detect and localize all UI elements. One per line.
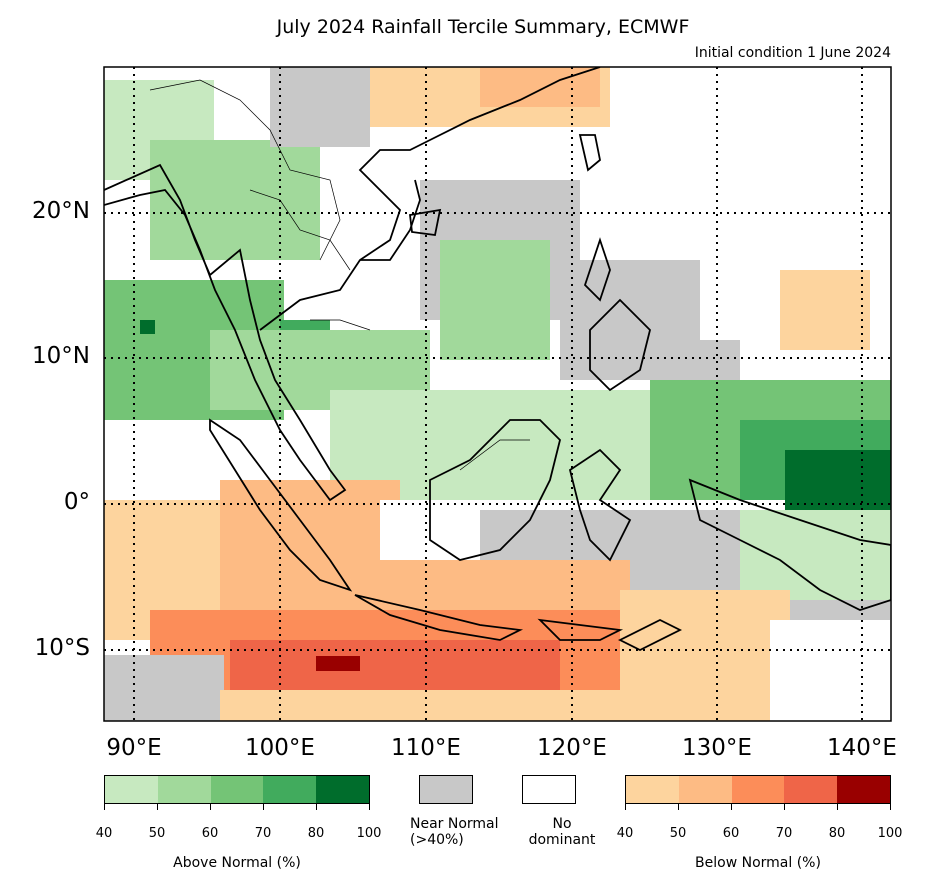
near-normal-swatch xyxy=(419,775,473,804)
lon-label-110e: 110°E xyxy=(391,735,461,761)
cells-north-gray xyxy=(270,67,370,147)
cells-indochina-green xyxy=(150,140,320,260)
lon-label-100e: 100°E xyxy=(245,735,315,761)
below-tick: 70 xyxy=(775,826,793,841)
above-tick: 50 xyxy=(148,826,166,841)
no-dominant-swatch xyxy=(522,775,576,804)
below-normal-swatch-50 xyxy=(678,776,732,803)
cells-scs-green xyxy=(440,240,550,360)
below-tick: 50 xyxy=(669,826,687,841)
above-normal-swatch-60 xyxy=(210,776,264,803)
below-tick: 40 xyxy=(616,826,634,841)
cells-southeast-white xyxy=(770,620,891,721)
below-normal-swatch-40 xyxy=(626,776,679,803)
below-normal-colorbar xyxy=(625,775,891,804)
lon-label-120e: 120°E xyxy=(537,735,607,761)
above-tick: 80 xyxy=(307,826,325,841)
cells-bay-dark xyxy=(140,320,155,334)
above-normal-swatch-50 xyxy=(157,776,211,803)
lon-label-140e: 140°E xyxy=(827,735,897,761)
above-normal-colorbar xyxy=(104,775,370,804)
near-normal-label: Near Normal (>40%) xyxy=(410,816,499,848)
lat-label-equator: 0° xyxy=(63,489,90,515)
lon-label-90e: 90°E xyxy=(106,735,162,761)
below-normal-label: Below Normal (%) xyxy=(695,855,821,871)
cells-south-peach xyxy=(220,690,640,721)
below-normal-swatch-80 xyxy=(837,776,890,803)
above-normal-swatch-70 xyxy=(263,776,317,803)
cells-southwest-gray xyxy=(104,655,224,721)
gridlines xyxy=(104,67,891,721)
cells-darkred xyxy=(316,656,360,671)
above-tick: 40 xyxy=(95,826,113,841)
below-tick: 100 xyxy=(877,826,903,841)
borders xyxy=(149,79,530,471)
above-normal-label: Above Normal (%) xyxy=(173,855,301,871)
above-normal-swatch-40 xyxy=(105,776,158,803)
map-subtitle: Initial condition 1 June 2024 xyxy=(694,45,891,61)
above-tick: 70 xyxy=(254,826,272,841)
above-tick: 60 xyxy=(201,826,219,841)
coastlines xyxy=(104,67,891,652)
tercile-cells xyxy=(104,67,891,721)
below-normal-swatch-70 xyxy=(784,776,838,803)
cells-timor-orange xyxy=(620,590,790,721)
cells-west-white xyxy=(104,420,234,500)
no-dominant-label: No dominant xyxy=(528,816,596,848)
below-tick: 80 xyxy=(828,826,846,841)
above-tick: 100 xyxy=(356,826,382,841)
lat-label-10s: 10°S xyxy=(34,635,90,661)
map-title: July 2024 Rainfall Tercile Summary, ECMW… xyxy=(276,16,690,38)
above-normal-swatch-80 xyxy=(316,776,369,803)
lat-label-20n: 20°N xyxy=(32,198,90,224)
below-tick: 60 xyxy=(722,826,740,841)
map-frame xyxy=(103,66,892,722)
cells-south-red xyxy=(230,640,560,690)
cells-pacific-orange xyxy=(780,270,870,350)
cells-pacific-dark xyxy=(785,450,891,510)
lat-label-10n: 10°N xyxy=(32,343,90,369)
below-normal-swatch-60 xyxy=(731,776,785,803)
lon-label-130e: 130°E xyxy=(682,735,752,761)
